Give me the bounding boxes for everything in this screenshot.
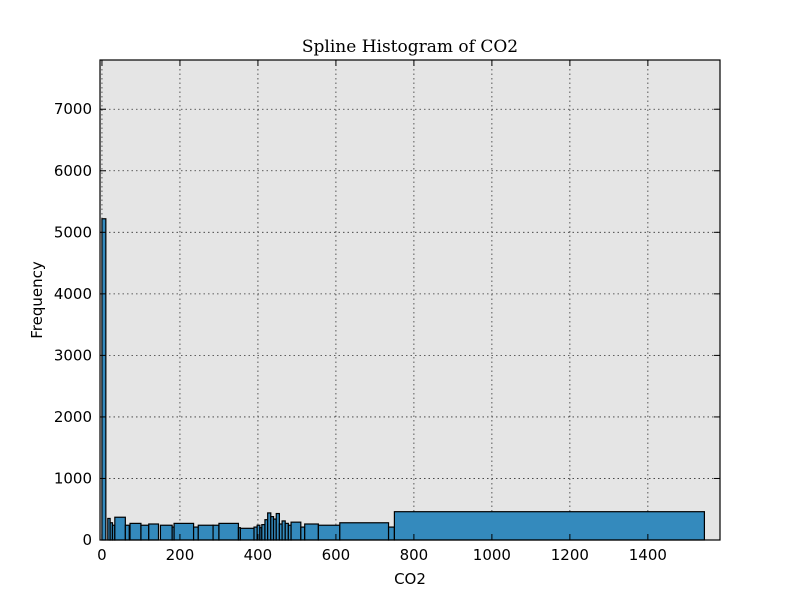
y-tick-label: 1000 [54, 469, 92, 487]
x-tick-label: 1000 [473, 546, 511, 564]
x-tick-label: 400 [244, 546, 273, 564]
x-tick-label: 1400 [629, 546, 667, 564]
y-axis-label: Frequency [28, 261, 46, 339]
histogram-bar [339, 522, 390, 541]
y-tick-label: 3000 [54, 346, 92, 364]
x-tick-label: 1200 [551, 546, 589, 564]
histogram-bar [140, 524, 150, 541]
axis-ticks: 0 200 400 600 800 1000 1200 1400 0 1000 2000 3000 40… [54, 60, 720, 564]
histogram-bar [387, 526, 396, 541]
histogram-bar [218, 522, 240, 541]
histogram-bar [159, 524, 173, 541]
histogram-bar [124, 524, 130, 541]
histogram-bar [290, 521, 302, 541]
plot-frame [99, 59, 721, 541]
plot-area [100, 60, 720, 540]
chart-title: Spline Histogram of CO2 [302, 37, 518, 57]
y-tick-label: 4000 [54, 285, 92, 303]
histogram-bar [114, 516, 126, 541]
histogram-bar [129, 522, 142, 541]
x-tick-label: 600 [322, 546, 351, 564]
histogram-bar [101, 218, 107, 541]
histogram-bar [192, 526, 199, 541]
histogram-bar [393, 511, 706, 541]
histogram-bars [101, 218, 706, 541]
y-tick-label: 5000 [54, 223, 92, 241]
y-tick-label: 2000 [54, 408, 92, 426]
x-axis-label: CO2 [394, 570, 426, 588]
y-tick-label: 6000 [54, 162, 92, 180]
histogram-bar [173, 522, 195, 541]
x-tick-label: 0 [97, 546, 107, 564]
histogram-bar [317, 524, 341, 541]
x-tick-label: 800 [400, 546, 429, 564]
y-tick-label: 7000 [54, 100, 92, 118]
histogram-bar [197, 524, 214, 541]
y-tick-label: 0 [82, 531, 92, 549]
histogram-bar [239, 527, 255, 541]
x-tick-label: 200 [166, 546, 195, 564]
histogram-bar [212, 524, 220, 541]
histogram-bar [148, 523, 160, 541]
histogram-bar [304, 523, 319, 541]
